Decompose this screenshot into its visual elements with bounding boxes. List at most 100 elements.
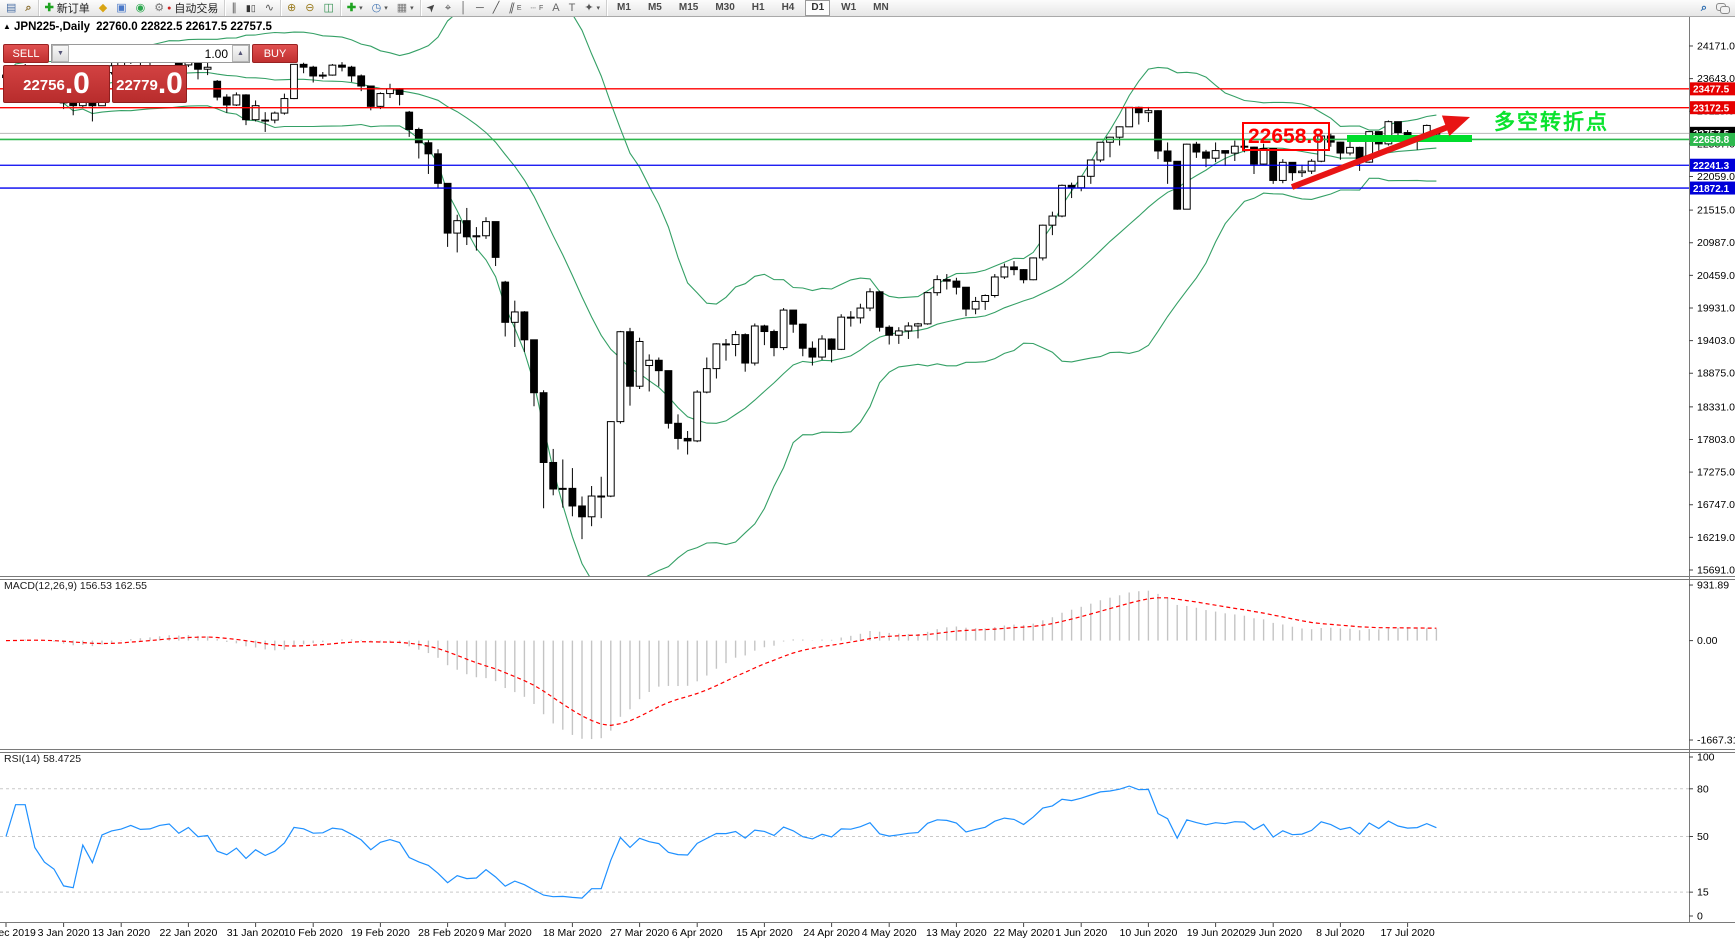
arrows-dropdown-icon: ▾ <box>596 5 601 12</box>
volume-increase-button[interactable]: ▲ <box>232 45 249 62</box>
horizontal-line-button[interactable]: ─ <box>474 1 486 15</box>
text-label-icon: T <box>568 2 576 14</box>
line-chart-button[interactable]: ∿ <box>263 1 276 15</box>
volume-decrease-button[interactable]: ▼ <box>52 45 69 62</box>
chart-header: JPN225-,Daily 22760.0 22822.5 22617.5 227… <box>14 21 278 33</box>
bollinger-upper-band <box>5 17 1437 305</box>
price-tick-label: 17803.0 <box>1697 434 1735 446</box>
one-click-collapse-icon[interactable]: ▲ <box>3 22 11 31</box>
cursor-icon: ➤ <box>423 0 439 16</box>
timeframe-button-m1[interactable]: M1 <box>617 2 631 13</box>
vertical-line-button[interactable]: │ <box>458 1 469 15</box>
zoom-out-button[interactable]: ⊖ <box>303 1 316 15</box>
pivot-price-annotation[interactable]: 22658.8 <box>1242 122 1330 151</box>
time-axis-label: 19 Jun 2020 <box>1187 927 1245 939</box>
cursor-button[interactable]: ➤ <box>423 0 439 16</box>
volume-input[interactable] <box>69 45 232 62</box>
timeframe-button-d1[interactable]: D1 <box>805 0 831 16</box>
toolbar-group-objects: ✚ ▾ ◷ ▾ ▦ ▾ <box>341 0 421 16</box>
price-badge-21872.1 <box>1690 181 1735 195</box>
fibonacci-button[interactable]: ┄ F <box>529 1 546 15</box>
indicators-dropdown-icon: ▾ <box>359 5 363 12</box>
signals-button[interactable]: ◉ <box>134 1 148 15</box>
svg-text:21872.1: 21872.1 <box>1693 184 1730 195</box>
time-axis-label: 28 Feb 2020 <box>418 927 477 939</box>
price-badge-23477.5 <box>1690 82 1735 96</box>
toolbar-group-line-studies: ➤ ⌖ │ ─ ╱ ∥ E ┄ F A T ✦ ▾ <box>421 0 608 16</box>
price-tick-label: 19403.0 <box>1697 335 1735 347</box>
price-tick-label: 18331.0 <box>1697 401 1735 413</box>
macd-axis-label: -1667.31 <box>1697 735 1735 747</box>
timeframe-button-w1[interactable]: W1 <box>841 2 857 13</box>
time-axis-label: 10 Jun 2020 <box>1119 927 1177 939</box>
sell-price-dec: .0 <box>64 67 90 100</box>
search-icon: ⌕ <box>1700 2 1707 14</box>
new-order-button[interactable]: ✚ 新订单 <box>43 1 92 15</box>
rsi-line <box>5 785 1437 899</box>
buy-button[interactable]: BUY <box>252 44 298 63</box>
timeframe-button-mn[interactable]: MN <box>873 2 889 13</box>
sell-price-block[interactable]: 22756.0 <box>3 65 110 103</box>
trade-panel-buttons-row: SELL ▼ ▲ BUY <box>3 44 298 63</box>
channel-button[interactable]: ∥ E <box>506 1 523 15</box>
time-axis-label: 25 Dec 2019 <box>0 927 36 939</box>
vertical-line-icon: │ <box>460 2 467 14</box>
candlestick-chart-icon: ▮▯ <box>245 3 256 13</box>
buy-price-block[interactable]: 22779.0 <box>112 65 187 103</box>
arrows-button[interactable]: ✦ ▾ <box>582 1 602 15</box>
metaeditor-icon: ◆ <box>98 2 108 14</box>
time-axis-label: 24 Apr 2020 <box>803 927 860 939</box>
timeframe-button-h4[interactable]: H4 <box>781 2 795 13</box>
zoom-in-button[interactable]: ⊕ <box>285 1 298 15</box>
toolbar-group-trade: ✚ 新订单 ◆ ▣ ◉ ⚙ ● 自动交易 <box>39 0 226 16</box>
trendline-button[interactable]: ╱ <box>491 1 502 15</box>
chat-button[interactable] <box>1714 1 1731 15</box>
templates-dropdown-icon: ▾ <box>410 5 414 12</box>
sell-button[interactable]: SELL <box>3 44 49 63</box>
trend-arrow-shaft <box>1290 124 1450 190</box>
pivot-text-annotation[interactable]: 多空转折点 <box>1494 111 1609 134</box>
horizontal-line-icon: ─ <box>475 2 484 14</box>
tile-windows-button[interactable]: ◫ <box>321 1 335 15</box>
candlestick-chart-button[interactable]: ▮▯ <box>244 1 258 15</box>
macd-signal-line <box>5 597 1437 727</box>
templates-button[interactable]: ▦ ▾ <box>395 1 416 15</box>
search-button[interactable]: ⌕ <box>1699 1 1709 15</box>
new-order-icon: ✚ <box>44 2 54 14</box>
timeframe-button-m15[interactable]: M15 <box>678 2 699 13</box>
svg-text:23477.5: 23477.5 <box>1693 85 1730 96</box>
navigator-icon: ⌕ <box>25 2 32 14</box>
metaeditor-button[interactable]: ◆ <box>97 1 109 15</box>
timeframe-group: M1 M5 M15 M30 H1 H4 D1 W1 MN <box>607 0 899 16</box>
periods-button[interactable]: ◷ ▾ <box>370 1 390 15</box>
rsi-axis-label: 80 <box>1697 783 1709 795</box>
crosshair-button[interactable]: ⌖ <box>443 1 453 15</box>
toolbar-group-right: ⌕ <box>1695 0 1735 16</box>
timeframe-button-m30[interactable]: M30 <box>715 2 735 13</box>
text-label-button[interactable]: T <box>567 1 578 15</box>
volume-control: ▼ ▲ <box>51 44 250 63</box>
price-tick-label: 17275.0 <box>1697 467 1735 479</box>
timeframe-button-h1[interactable]: H1 <box>751 2 765 13</box>
sell-price-int: 22756 <box>23 77 65 94</box>
navigator-button[interactable]: ⌕ <box>23 1 33 15</box>
rsi-axis-label: 100 <box>1697 752 1715 764</box>
time-axis-label: 22 Jan 2020 <box>159 927 217 939</box>
templates-icon: ▦ <box>396 2 408 14</box>
time-axis-label: 29 Jun 2020 <box>1244 927 1302 939</box>
time-axis-label: 4 May 2020 <box>862 927 917 939</box>
chat-icon <box>1716 3 1730 14</box>
price-badge-23172.5 <box>1690 101 1735 115</box>
terminal-button[interactable]: ▣ <box>114 1 128 15</box>
autotrading-button[interactable]: ⚙ ● 自动交易 <box>152 1 220 15</box>
time-axis-label: 19 Feb 2020 <box>351 927 410 939</box>
text-button[interactable]: A <box>550 1 561 15</box>
bar-chart-button[interactable]: ∥ <box>229 1 239 15</box>
time-axis-label: 9 Mar 2020 <box>479 927 532 939</box>
timeframe-button-m5[interactable]: M5 <box>647 2 662 13</box>
macd-axis-label: 931.89 <box>1697 580 1729 592</box>
indicators-button[interactable]: ✚ ▾ <box>345 1 365 15</box>
svg-text:23172.5: 23172.5 <box>1693 103 1730 114</box>
market-watch-button[interactable]: ▤ <box>4 1 18 15</box>
